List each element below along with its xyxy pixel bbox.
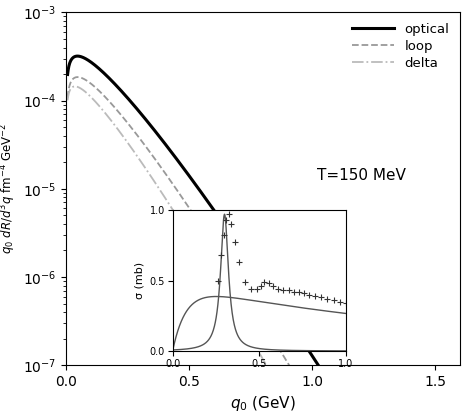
Line: delta: delta (68, 86, 455, 415)
loop (65, 95, 71, 100)
optical (244, 256, 250, 261)
optical (65, 72, 71, 77)
loop (229, 271, 235, 276)
delta (285, 401, 291, 406)
optical (74, 54, 80, 59)
optical (285, 317, 291, 322)
optical (237, 245, 243, 250)
loop (244, 295, 250, 300)
delta (237, 318, 243, 323)
loop (285, 361, 291, 366)
optical (95, 65, 100, 70)
optical (229, 234, 235, 239)
delta (95, 102, 100, 107)
Legend: optical, loop, delta: optical, loop, delta (347, 19, 453, 74)
delta (229, 304, 235, 309)
Y-axis label: $q_0$ $dR/d^3q$ fm$^{-4}$ GeV$^{-2}$: $q_0$ $dR/d^3q$ fm$^{-4}$ GeV$^{-2}$ (0, 123, 18, 254)
loop (75, 75, 81, 80)
delta (111, 121, 117, 126)
delta (72, 84, 78, 89)
optical (111, 80, 117, 85)
delta (244, 330, 250, 334)
Line: loop: loop (68, 77, 455, 415)
X-axis label: $q_0$ (GeV): $q_0$ (GeV) (230, 395, 296, 413)
loop (237, 284, 243, 289)
delta (65, 98, 71, 103)
Text: T=150 MeV: T=150 MeV (317, 168, 406, 183)
loop (95, 87, 100, 92)
Line: optical: optical (68, 56, 455, 415)
loop (111, 104, 117, 109)
